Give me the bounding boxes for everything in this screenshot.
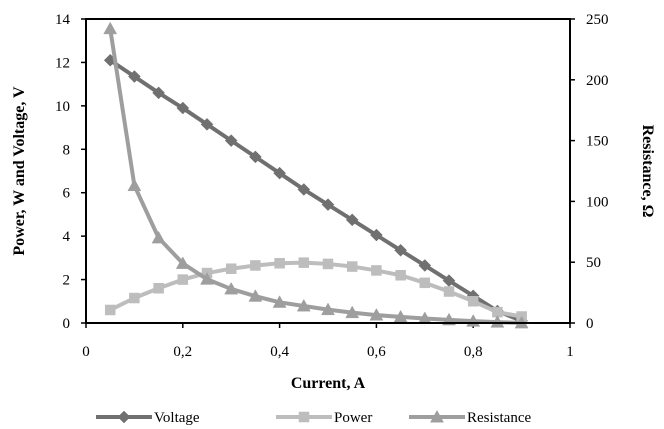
data-point-resistance: [175, 256, 190, 269]
data-point-resistance: [369, 308, 384, 321]
y-left-tick-label: 12: [55, 55, 70, 71]
data-point-power: [322, 258, 334, 270]
y-left-tick-label: 6: [63, 186, 71, 202]
data-point-voltage: [128, 70, 141, 83]
data-point-voltage: [321, 198, 335, 212]
legend-item-resistance: Resistance: [409, 409, 531, 426]
y-left-tick-label: 14: [55, 12, 71, 28]
y-axis-left-title: Power, W and Voltage, V: [11, 86, 28, 256]
data-point-voltage: [394, 243, 407, 257]
data-point-voltage: [224, 134, 238, 147]
y-right-tick-label: 0: [586, 316, 594, 332]
series-resistance: [103, 21, 529, 329]
data-point-resistance: [103, 21, 118, 35]
data-point-power: [129, 292, 140, 304]
legend-swatch-marker: [298, 411, 310, 423]
series-layer: [103, 21, 529, 329]
data-point-power: [395, 269, 406, 281]
data-point-voltage: [200, 117, 214, 131]
ticks-layer: [81, 18, 575, 328]
y-left-tick-label: 4: [63, 229, 71, 245]
x-tick-label: 0,6: [367, 344, 386, 360]
x-axis-title: Current, A: [291, 375, 366, 392]
y-left-tick-label: 8: [63, 142, 71, 158]
legend-label: Resistance: [467, 410, 531, 426]
y-left-tick-label: 2: [63, 273, 71, 289]
data-point-resistance: [200, 272, 214, 285]
data-point-resistance: [345, 305, 360, 319]
x-tick-label: 0,4: [270, 344, 289, 360]
data-point-voltage: [152, 86, 165, 100]
y-axis-right-title: Resistance, Ω: [639, 125, 656, 218]
data-point-resistance: [296, 298, 311, 312]
plot-area-frame: [85, 18, 571, 324]
data-point-power: [298, 257, 310, 268]
data-point-voltage: [297, 183, 311, 196]
data-point-voltage: [370, 228, 383, 242]
legend-item-power: Power: [276, 410, 372, 426]
data-point-resistance: [127, 178, 142, 192]
series-line-voltage: [109, 58, 523, 323]
legend-swatch-marker: [430, 409, 444, 423]
legend-label: Power: [334, 410, 372, 426]
data-point-power: [177, 274, 189, 285]
y-left-tick-label: 0: [63, 316, 71, 332]
legend-item-voltage: Voltage: [96, 410, 200, 426]
data-point-power: [443, 286, 455, 297]
x-tick-label: 0,8: [464, 344, 483, 360]
y-right-tick-label: 200: [586, 73, 609, 89]
data-point-resistance: [272, 295, 287, 308]
data-point-power: [104, 304, 116, 316]
y-right-tick-label: 50: [586, 255, 601, 271]
y-right-tick-label: 150: [586, 134, 609, 150]
data-point-power: [274, 258, 285, 269]
data-point-voltage: [273, 166, 286, 180]
y-left-tick-label: 10: [55, 99, 70, 115]
x-tick-label: 1: [566, 344, 574, 360]
data-point-resistance: [321, 302, 335, 316]
data-point-power: [371, 265, 382, 276]
legend-swatch-marker: [117, 410, 131, 424]
legend-label: Voltage: [154, 410, 200, 426]
y-right-tick-label: 100: [586, 194, 609, 210]
data-point-power: [153, 283, 164, 294]
data-point-resistance: [151, 230, 166, 244]
data-point-power: [250, 260, 261, 271]
data-point-voltage: [249, 150, 262, 164]
data-point-power: [225, 263, 237, 274]
series-line-resistance: [108, 28, 522, 325]
data-point-voltage: [176, 101, 190, 115]
data-point-power: [346, 261, 358, 272]
x-tick-label: 0: [82, 344, 90, 360]
data-point-power: [467, 296, 479, 307]
y-right-tick-label: 250: [586, 12, 609, 28]
legend: Voltage Power Resistance: [96, 409, 531, 426]
data-point-power: [419, 277, 431, 289]
data-point-voltage: [418, 259, 432, 272]
data-point-resistance: [224, 281, 239, 295]
data-point-resistance: [490, 315, 505, 328]
data-point-voltage: [345, 213, 359, 227]
data-point-resistance: [248, 289, 263, 302]
x-tick-label: 0,2: [173, 344, 192, 360]
